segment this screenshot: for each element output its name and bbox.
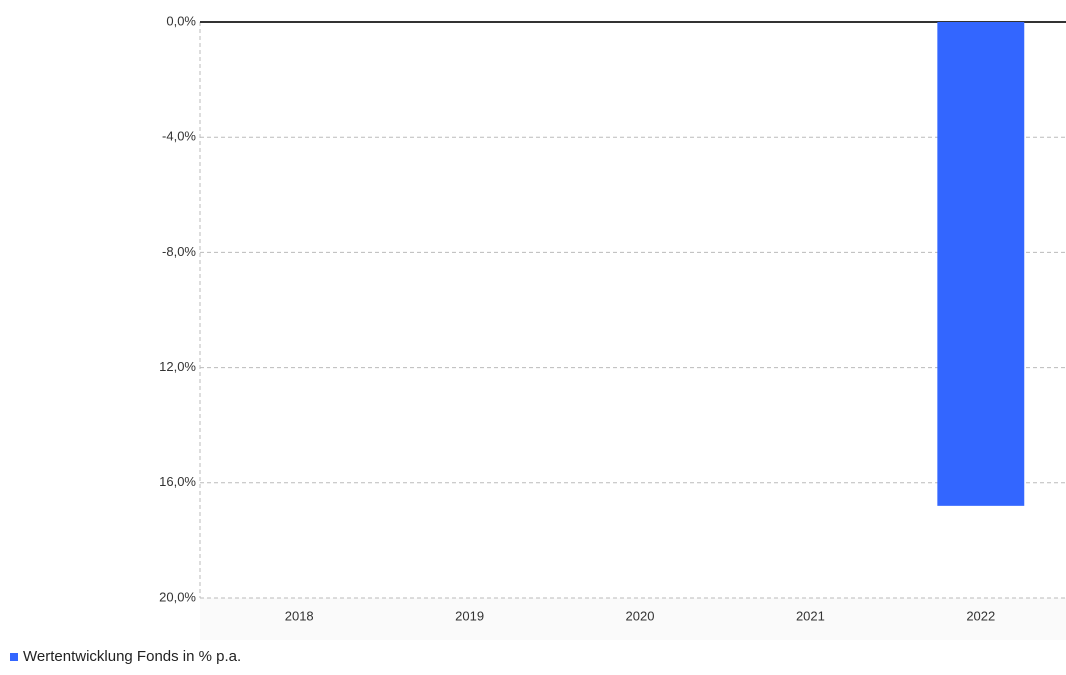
y-tick-label: -8,0% bbox=[162, 244, 196, 259]
y-tick-label: -4,0% bbox=[162, 129, 196, 144]
y-tick-label: 12,0% bbox=[159, 359, 196, 374]
legend-label: Wertentwicklung Fonds in % p.a. bbox=[23, 648, 241, 665]
bar bbox=[937, 22, 1025, 506]
y-tick-label: 0,0% bbox=[166, 13, 196, 28]
x-tick-label: 2021 bbox=[796, 608, 825, 623]
y-tick-label: 20,0% bbox=[159, 589, 196, 604]
x-tick-label: 2018 bbox=[285, 608, 314, 623]
x-axis-band bbox=[200, 598, 1066, 640]
legend-swatch bbox=[10, 653, 18, 661]
y-tick-label: 16,0% bbox=[159, 474, 196, 489]
x-tick-label: 2022 bbox=[966, 608, 995, 623]
x-tick-label: 2019 bbox=[455, 608, 484, 623]
x-tick-label: 2020 bbox=[626, 608, 655, 623]
